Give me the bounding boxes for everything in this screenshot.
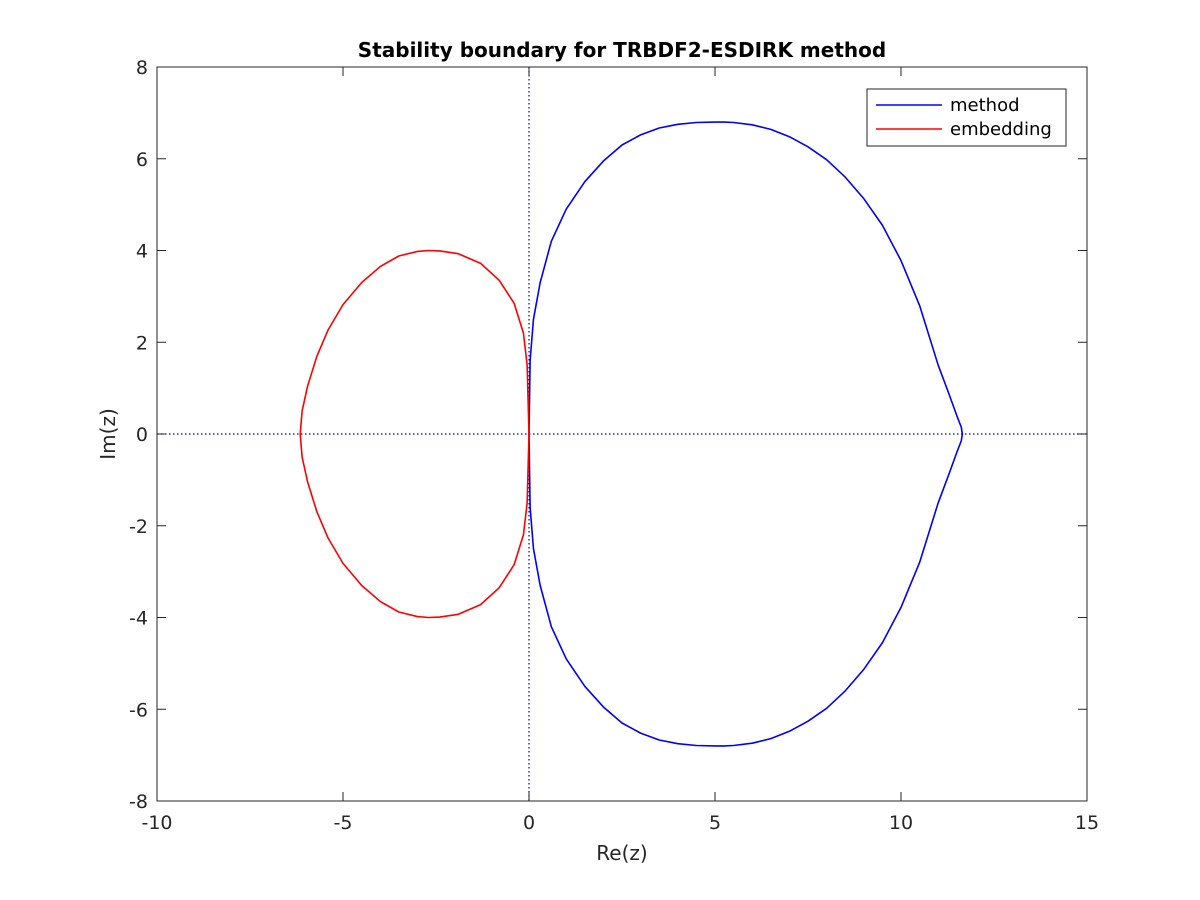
legend-label-method: method bbox=[950, 95, 1020, 116]
x-axis-label: Re(z) bbox=[596, 841, 647, 865]
y-tick-label: 8 bbox=[136, 57, 148, 79]
series-line-method bbox=[528, 121, 964, 747]
y-tick-label: -4 bbox=[129, 608, 148, 630]
y-axis-label: Im(z) bbox=[96, 408, 120, 459]
x-tick-label: 0 bbox=[523, 812, 535, 834]
y-tick-label: 4 bbox=[136, 241, 148, 263]
reference-lines bbox=[157, 67, 1087, 801]
y-tick-label: -6 bbox=[129, 699, 148, 721]
x-tick-label: 15 bbox=[1075, 812, 1099, 834]
chart-title: Stability boundary for TRBDF2-ESDIRK met… bbox=[358, 38, 886, 62]
y-tick-label: 2 bbox=[136, 332, 148, 354]
x-tick-label: -5 bbox=[334, 812, 353, 834]
legend-box bbox=[866, 88, 1067, 147]
legend: method embedding bbox=[866, 88, 1067, 147]
series-line-embedding bbox=[299, 249, 530, 619]
y-tick-label: -8 bbox=[129, 791, 148, 813]
y-tick-label: 6 bbox=[136, 149, 148, 171]
series-layer bbox=[299, 121, 964, 747]
x-axis-ticks: -10 -5 0 5 10 15 bbox=[141, 67, 1099, 834]
y-tick-label: 0 bbox=[136, 424, 148, 446]
x-tick-label: 10 bbox=[889, 812, 913, 834]
y-tick-label: -2 bbox=[129, 516, 148, 538]
y-axis-ticks: 8 6 4 2 0 -2 -4 -6 -8 bbox=[129, 57, 1087, 813]
x-tick-label: 5 bbox=[709, 812, 721, 834]
legend-label-embedding: embedding bbox=[950, 119, 1052, 140]
x-tick-label: -10 bbox=[141, 812, 172, 834]
